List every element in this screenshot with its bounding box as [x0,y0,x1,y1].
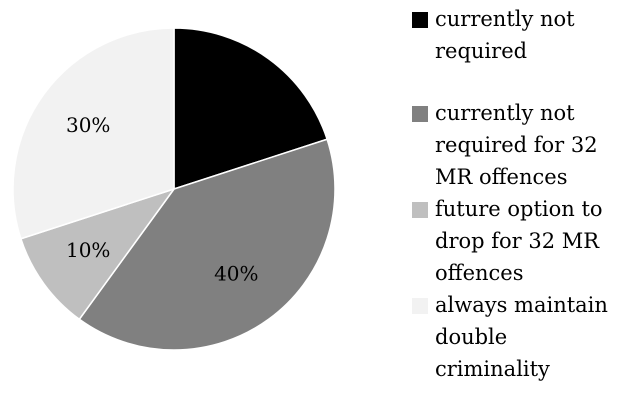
legend-item-currently-not-required-32-mr: currently not required for 32 MR offence… [412,97,618,193]
legend-item-currently-not-required: currently not required [412,3,618,67]
pie-slice-currently-not-required [173,27,329,191]
pie-slice-future-option-to-drop [19,187,176,321]
legend-item-always-maintain: always maintain double criminality [412,289,618,385]
legend-label-always-maintain: always maintain double criminality [435,293,608,381]
pie-slice-always-maintain [12,27,175,240]
pie-slices [12,27,336,351]
legend-item-future-option-to-drop: future option to drop for 32 MR offences [412,193,618,289]
data-label-always-maintain: 30% [66,113,110,137]
data-label-future-option-to-drop: 10% [66,238,110,262]
legend-swatch-future-option-to-drop [412,202,428,218]
legend-swatch-currently-not-required [412,12,428,28]
pie-data-labels: 20% 40% 10% 30% [66,90,259,286]
legend-label-currently-not-required-32-mr: currently not required for 32 MR offence… [435,101,598,189]
legend-swatch-currently-not-required-32-mr [412,106,428,122]
legend-swatch-always-maintain [412,298,428,314]
legend-label-future-option-to-drop: future option to drop for 32 MR offences [435,197,603,285]
chart-legend: currently not required currently not req… [412,3,618,385]
pie-slice-currently-not-required-32-mr [78,138,336,351]
data-label-currently-not-required: 20% [214,90,258,114]
data-label-currently-not-required-32-mr: 40% [214,261,258,285]
legend-label-currently-not-required: currently not required [435,7,575,63]
